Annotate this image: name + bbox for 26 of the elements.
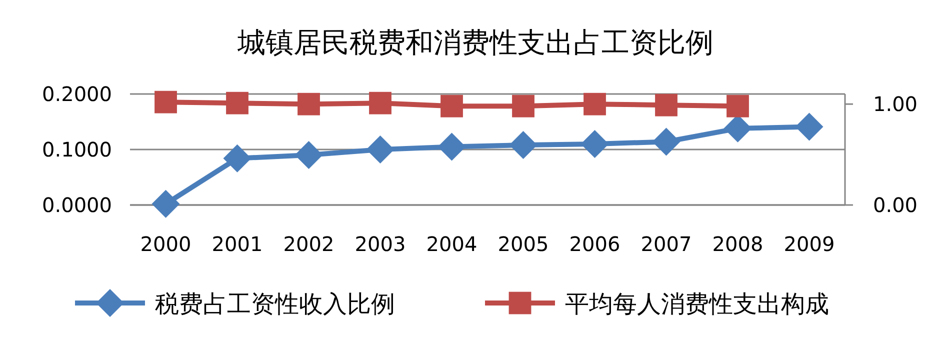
y-tick-label: 0.1000: [42, 138, 112, 162]
point: [294, 141, 323, 170]
chart-title: 城镇居民税费和消费性支出占工资比例: [236, 26, 714, 59]
x-tick-label: 2003: [354, 232, 406, 256]
y-tick-label: 0.2000: [42, 82, 112, 106]
point: [366, 136, 394, 164]
point: [652, 128, 680, 156]
legend-label: 税费占工资性收入比例: [155, 290, 395, 318]
y2-tick-label: 0.00: [873, 193, 918, 217]
point: [509, 131, 538, 160]
x-tick-label: 2004: [426, 232, 478, 256]
point: [223, 144, 252, 172]
point: [580, 130, 609, 158]
point: [795, 112, 824, 141]
x-tick-label: 2000: [140, 232, 192, 256]
x-tick-label: 2007: [640, 232, 692, 256]
legend-label: 平均每人消费性支出构成: [565, 290, 829, 318]
x-tick-label: 2009: [784, 232, 835, 256]
y2-tick-label: 1.00: [873, 92, 918, 116]
x-tick-label: 2008: [712, 232, 764, 256]
x-tick-label: 2006: [569, 232, 620, 256]
x-tick-label: 2001: [212, 232, 263, 256]
x-tick-label: 2002: [283, 232, 334, 256]
y-tick-label: 0.0000: [42, 193, 112, 217]
x-tick-label: 2005: [498, 232, 549, 256]
point: [152, 190, 180, 218]
